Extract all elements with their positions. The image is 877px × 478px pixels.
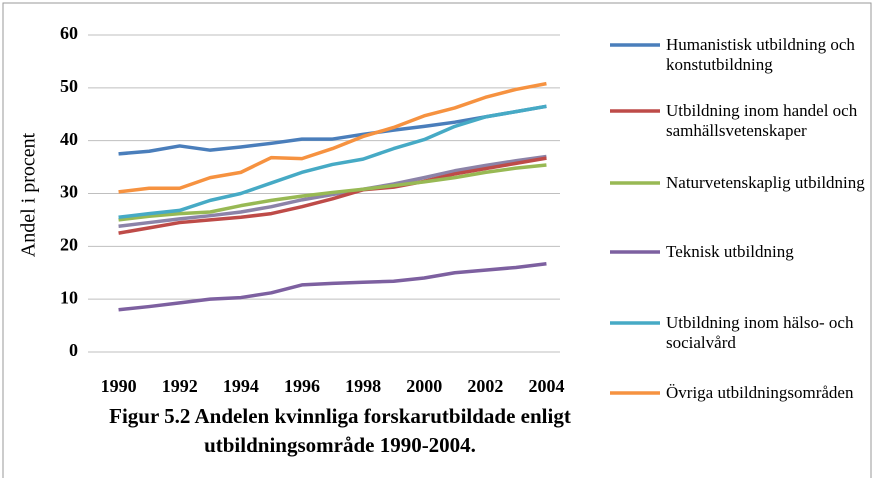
- x-tick-label: 1994: [223, 376, 259, 396]
- y-tick-label: 20: [60, 234, 78, 254]
- legend-label: Humanistisk utbildning och konstutbildni…: [666, 35, 855, 74]
- y-tick-label: 0: [69, 340, 78, 360]
- legend-label: Naturvetenskaplig utbildning: [666, 173, 865, 192]
- legend-label: Övriga utbildningsområden: [666, 383, 854, 402]
- y-tick-label: 60: [60, 23, 78, 43]
- series-line: [118, 104, 547, 220]
- x-tick-label: 2004: [528, 376, 564, 396]
- series-line: [118, 163, 547, 222]
- x-tick-label: 2002: [467, 376, 503, 396]
- y-axis-label: Andel i procent: [18, 132, 40, 257]
- x-tick-label: 1998: [345, 376, 381, 396]
- y-tick-label: 50: [60, 76, 78, 96]
- x-tick-label: 1996: [284, 376, 320, 396]
- series-line: [118, 81, 547, 194]
- x-tick-label: 1990: [101, 376, 137, 396]
- x-tick-label: 2000: [406, 376, 442, 396]
- series-line: [118, 154, 547, 228]
- y-tick-label: 40: [60, 129, 78, 149]
- legend-label: Utbildning inom handel och samhällsveten…: [666, 101, 858, 140]
- y-tick-label: 10: [60, 287, 78, 307]
- legend-label: Utbildning inom hälso- och socialvård: [666, 313, 854, 352]
- chart-title: Figur 5.2 Andelen kvinnliga forskarutbil…: [109, 404, 571, 457]
- series-line: [118, 156, 547, 235]
- series-line: [118, 262, 547, 312]
- y-tick-label: 30: [60, 182, 78, 202]
- legend-label: Teknisk utbildning: [666, 242, 794, 261]
- x-tick-label: 1992: [162, 376, 198, 396]
